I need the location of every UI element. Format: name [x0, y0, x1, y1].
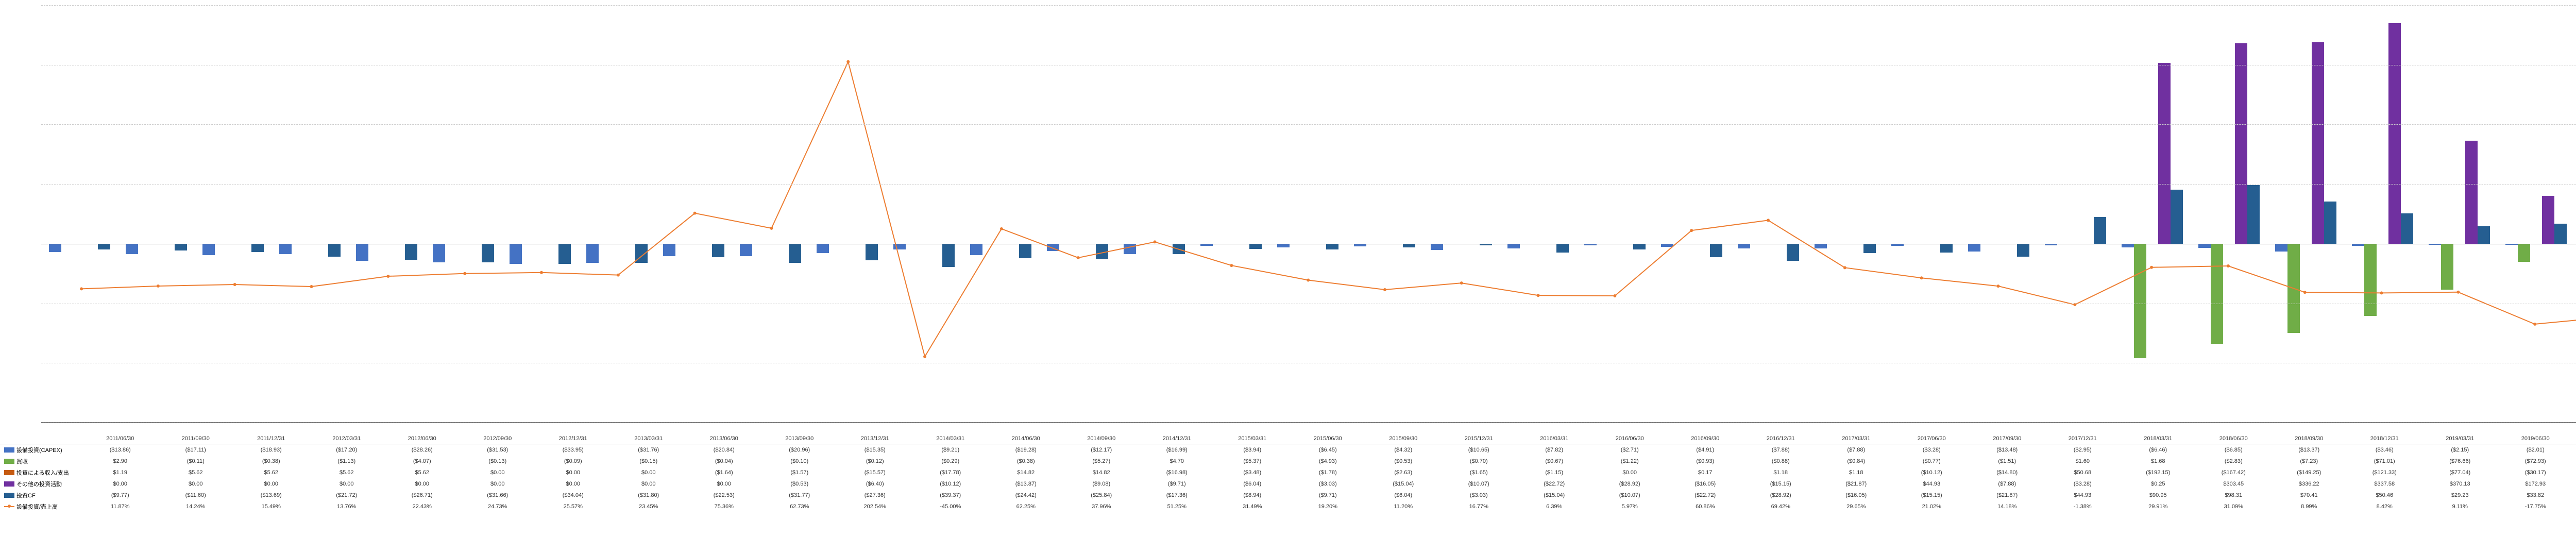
chart-plot-area	[41, 5, 2576, 423]
line-layer	[41, 5, 2576, 422]
period-headers: 2011/06/302011/09/302011/12/312012/03/31…	[82, 436, 2576, 442]
data-table: 2011/06/302011/09/302011/12/312012/03/31…	[0, 433, 2576, 551]
chart-container: ($300)($200)($100)$0$100$200$300$400 -10…	[0, 0, 2576, 552]
data-rows: 設備投資(CAPEX)($13.86)($17.11)($18.93)($17.…	[0, 444, 2576, 512]
table-header-row: 2011/06/302011/09/302011/12/312012/03/31…	[0, 433, 2576, 444]
